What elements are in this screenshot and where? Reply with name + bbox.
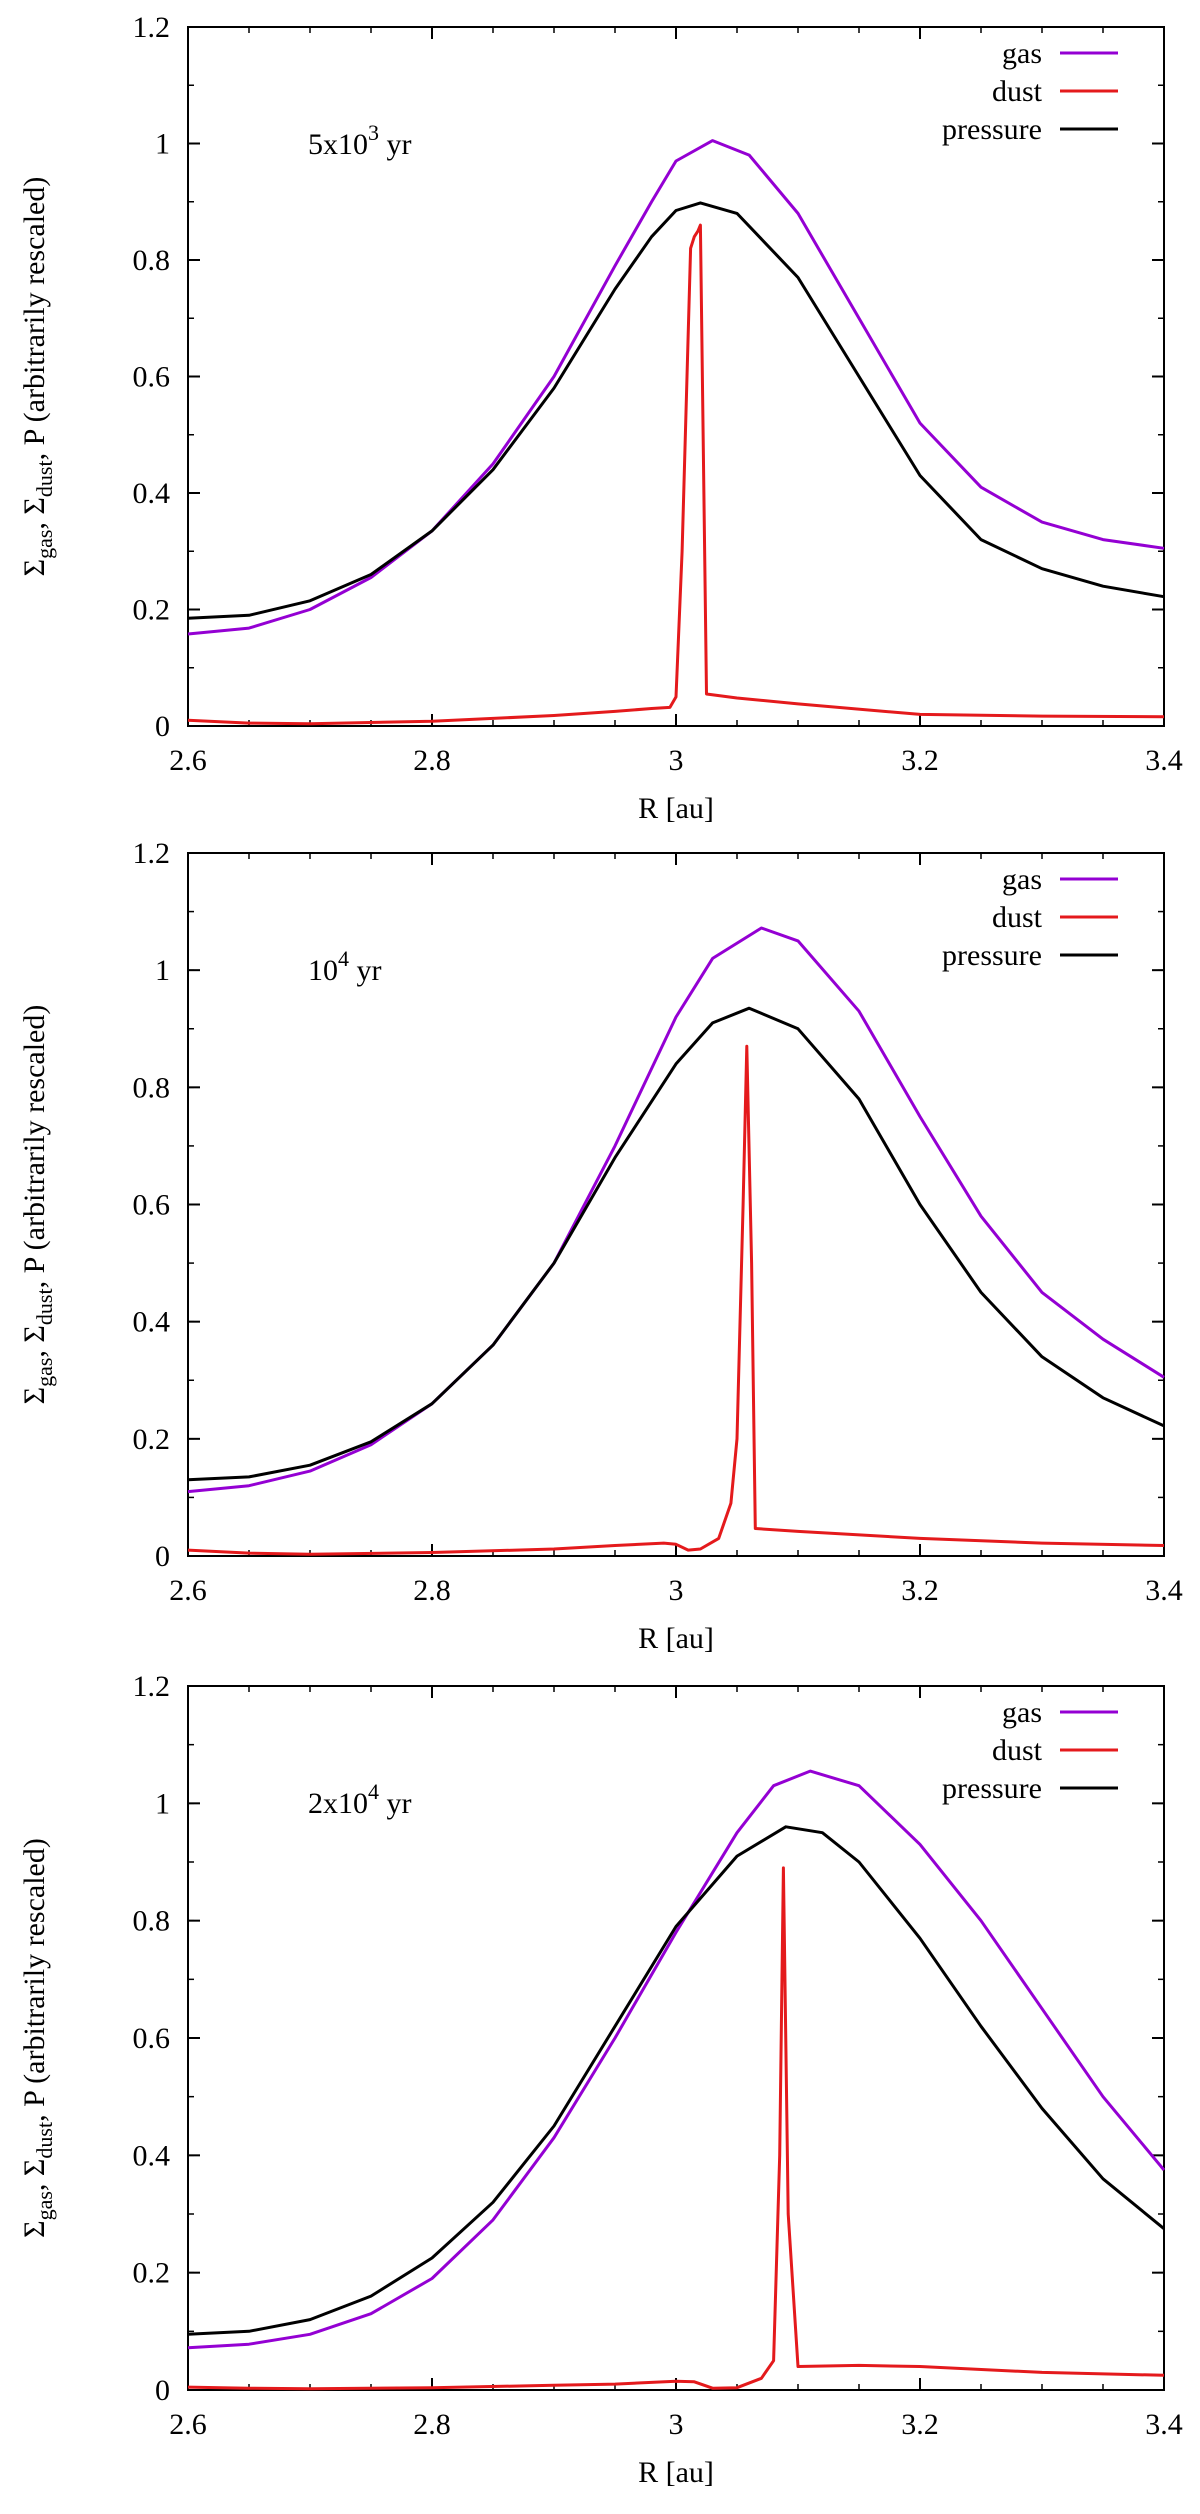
y-tick-label: 0.2: [133, 1423, 171, 1456]
legend-label-pressure: pressure: [942, 113, 1042, 146]
chart-panel-2: 2.6 2.8 3 3.2 3.4 0 0.2 0.4 0.6 0.8 1 1.2 gas dust pre…: [18, 837, 1183, 1655]
legend-label-dust: dust: [992, 901, 1043, 934]
series-line-gas: [187, 1769, 1166, 2350]
y-tick-label: 0.8: [133, 1071, 171, 1104]
legend-label-pressure: pressure: [942, 1772, 1042, 1805]
series-line-dust: [187, 223, 1165, 726]
y-tick-label: 1.2: [133, 837, 171, 870]
time-annotation: 104 yr: [308, 946, 382, 987]
y-tick-label: 1: [155, 954, 170, 987]
x-tick-label: 2.6: [169, 2408, 207, 2441]
series-line-gas: [187, 139, 1165, 636]
legend-label-dust: dust: [992, 75, 1043, 108]
series-line-dust: [187, 1044, 1165, 1556]
y-tick-label: 0.4: [133, 2139, 171, 2172]
x-tick-label: 3.2: [901, 2408, 939, 2441]
x-tick-label: 3.4: [1145, 744, 1183, 777]
series-line-gas: [187, 926, 1165, 1494]
x-axis-label: R [au]: [638, 2456, 714, 2489]
y-tick-label: 0: [155, 2374, 170, 2407]
x-tick-label: 3: [669, 1574, 684, 1607]
chart-panel-1: 2.6 2.8 3 3.2 3.4 0 0.2 0.4 0.6 0.8 1 1.2 gas dust pre…: [18, 11, 1183, 825]
x-tick-label: 2.6: [169, 1574, 207, 1607]
y-tick-label: 0.6: [133, 2022, 171, 2055]
legend-label-pressure: pressure: [942, 939, 1042, 972]
x-tick-label: 3.4: [1145, 2408, 1183, 2441]
x-tick-label: 3: [669, 2408, 684, 2441]
x-tick-label: 3.2: [901, 744, 939, 777]
y-axis-label: Σgas, Σdust, P (arbitrarily rescaled): [18, 1005, 57, 1405]
series-line-pressure: [187, 201, 1165, 620]
legend-label-gas: gas: [1002, 37, 1042, 70]
time-annotation: 5x103 yr: [308, 120, 412, 161]
series-line-pressure: [187, 1825, 1165, 2336]
x-tick-label: 2.8: [413, 2408, 451, 2441]
legend-label-gas: gas: [1002, 863, 1042, 896]
y-tick-label: 0: [155, 1540, 170, 1573]
y-tick-label: 1.2: [133, 11, 171, 44]
y-axis-label: Σgas, Σdust, P (arbitrarily rescaled): [18, 177, 57, 577]
x-tick-label: 2.6: [169, 744, 207, 777]
y-tick-label: 0.2: [133, 2257, 171, 2290]
series-line-dust: [187, 1866, 1165, 2391]
x-axis-label: R [au]: [638, 1622, 714, 1655]
y-tick-label: 1.2: [133, 1670, 171, 1703]
x-tick-label: 3: [669, 744, 684, 777]
x-axis-label: R [au]: [638, 792, 714, 825]
y-tick-label: 0.6: [133, 361, 171, 394]
time-annotation: 2x104 yr: [308, 1779, 412, 1820]
y-tick-label: 0.6: [133, 1189, 171, 1222]
series-line-pressure: [187, 1006, 1165, 1482]
y-tick-label: 0.4: [133, 477, 171, 510]
y-tick-label: 0.8: [133, 244, 171, 277]
x-tick-label: 3.4: [1145, 1574, 1183, 1607]
legend-label-gas: gas: [1002, 1696, 1042, 1729]
y-tick-label: 0.8: [133, 1905, 171, 1938]
y-tick-label: 1: [155, 1787, 170, 1820]
chart-panel-3: 2.6 2.8 3 3.2 3.4 0 0.2 0.4 0.6 0.8 1 1.2 gas dust pre…: [18, 1670, 1183, 2489]
y-tick-label: 0.4: [133, 1306, 171, 1339]
y-tick-label: 0: [155, 710, 170, 743]
y-axis-label: Σgas, Σdust, P (arbitrarily rescaled): [18, 1838, 57, 2238]
y-tick-label: 0.2: [133, 594, 171, 627]
x-tick-label: 3.2: [901, 1574, 939, 1607]
x-tick-label: 2.8: [413, 1574, 451, 1607]
y-tick-label: 1: [155, 128, 170, 161]
x-tick-label: 2.8: [413, 744, 451, 777]
legend-label-dust: dust: [992, 1734, 1043, 1767]
